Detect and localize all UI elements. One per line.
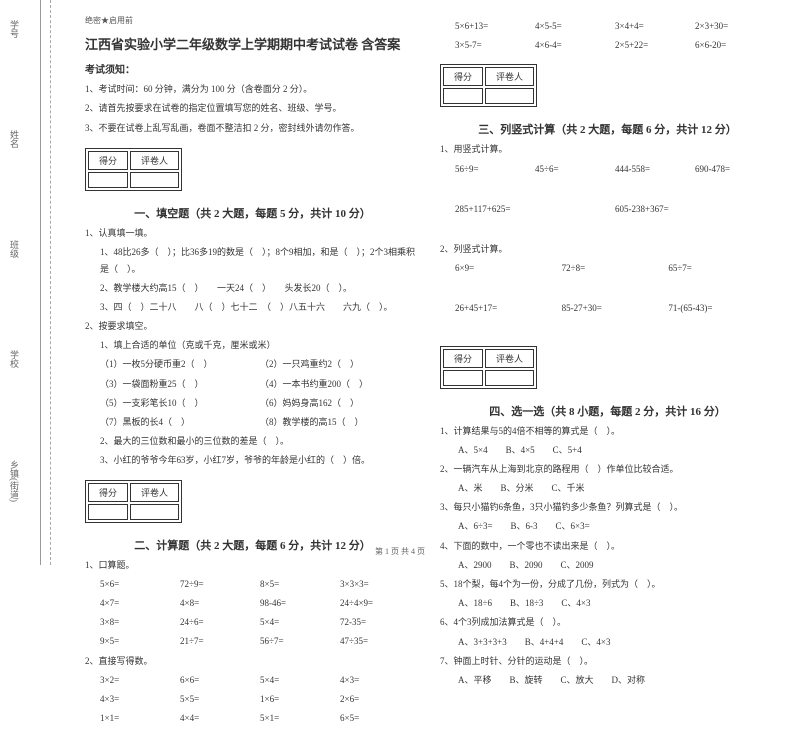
calc-row: 9×5=21÷7=56÷7=47÷35=	[85, 633, 420, 649]
q4-5-opts: A、18÷6 B、18÷3 C、4×3	[440, 595, 775, 611]
score-label: 得分	[88, 151, 128, 170]
right-column: 5×6+13=4×5-5=3×4+4=2×3+30= 3×5-7=4×6-4=2…	[430, 15, 785, 729]
q1-2a-row2: （3）一袋面粉重25（ ）（4）一本书约重200（ ）	[85, 376, 420, 392]
calc-row: 3×2=6×6=5×4=4×3=	[85, 672, 420, 688]
q3-2: 2、列竖式计算。	[440, 241, 775, 257]
q3-1: 1、用竖式计算。	[440, 141, 775, 157]
binding-line	[40, 0, 41, 565]
exam-paper: 绝密★启用前 江西省实验小学二年级数学上学期期中考试试卷 含答案 考试须知： 1…	[0, 0, 800, 744]
score-table-3: 得分评卷人	[440, 64, 537, 107]
q1-2a: 1、填上合适的单位（克或千克，厘米或米）	[85, 337, 420, 353]
q4-7-opts: A、平移 B、旋转 C、放大 D、对称	[440, 672, 775, 688]
note-2: 2、请首先按要求在试卷的指定位置填写您的姓名、班级、学号。	[85, 101, 420, 115]
notes-heading: 考试须知：	[85, 61, 420, 76]
section-3-title: 三、列竖式计算（共 2 大题，每题 6 分，共计 12 分）	[440, 121, 775, 137]
q1-2a-row1: （1）一枚5分硬币重2（ ）（2）一只鸡重约2（ ）	[85, 356, 420, 372]
q4-1: 1、计算结果与5的4倍不相等的算式是（ ）。	[440, 423, 775, 439]
q1-2: 2、按要求填空。	[85, 318, 420, 334]
label-class: 班级	[8, 240, 21, 258]
calc-row: 6×9=72÷8=65÷7=	[440, 260, 775, 276]
q4-7: 7、钟面上时针、分针的运动是（ ）。	[440, 653, 775, 669]
calc-row: 56÷9=45÷6=444-558=690-478=	[440, 161, 775, 177]
calc-row: 285+117+625=605-238+367=	[440, 201, 775, 217]
q4-3-opts: A、6÷3= B、6-3 C、6×3=	[440, 518, 775, 534]
q4-6-opts: A、3+3+3+3 B、4+4+4 C、4×3	[440, 634, 775, 650]
exam-title: 江西省实验小学二年级数学上学期期中考试试卷 含答案	[85, 34, 420, 53]
q4-2: 2、一辆汽车从上海到北京的路程用（ ）作单位比较合适。	[440, 461, 775, 477]
q1-2b: 2、最大的三位数和最小的三位数的差是（ ）。	[85, 433, 420, 449]
q1-1-2: 2、教学楼大约高15（ ） 一天24（ ） 头发长20（ ）。	[85, 280, 420, 296]
calc-row: 1×1=4×4=5×1=6×5=	[85, 710, 420, 726]
left-column: 绝密★启用前 江西省实验小学二年级数学上学期期中考试试卷 含答案 考试须知： 1…	[75, 15, 430, 729]
note-1: 1、考试时间：60 分钟，满分为 100 分（含卷面分 2 分）。	[85, 82, 420, 96]
q4-3: 3、每只小猫钓6条鱼，3只小猫钓多少条鱼？列算式是（ ）。	[440, 499, 775, 515]
score-table-4: 得分评卷人	[440, 346, 537, 389]
q1-1-3: 3、四（ ）二十八 八（ ）七十二 （ ）八五十六 六九（ ）。	[85, 299, 420, 315]
q1-2c: 3、小红的爷爷今年63岁，小红7岁，爷爷的年龄是小红的（ ）倍。	[85, 452, 420, 468]
calc-row: 4×7=4×8=98-46=24÷4×9=	[85, 595, 420, 611]
score-table-2: 得分评卷人	[85, 480, 182, 523]
q4-6: 6、4个3列成加法算式是（ ）。	[440, 614, 775, 630]
note-3: 3、不要在试卷上乱写乱画，卷面不整洁扣 2 分，密封线外请勿作答。	[85, 121, 420, 135]
q1-1: 1、认真填一填。	[85, 225, 420, 241]
q4-1-opts: A、5×4 B、4×5 C、5+4	[440, 442, 775, 458]
label-school: 学校	[8, 350, 21, 368]
grader-label: 评卷人	[130, 151, 179, 170]
section-1-title: 一、填空题（共 2 大题，每题 5 分，共计 10 分）	[85, 205, 420, 221]
q2-2: 2、直接写得数。	[85, 653, 420, 669]
calc-row: 3×8=24÷6=5×4=72-35=	[85, 614, 420, 630]
q1-2a-row4: （7）黑板的长4（ ）（8）教学楼的高15（ ）	[85, 414, 420, 430]
calc-row: 5×6=72÷9=8×5=3×3×3=	[85, 576, 420, 592]
label-student-id: 学号	[8, 20, 21, 38]
calc-row: 26+45+17=85-27+30=71-(65-43)=	[440, 300, 775, 316]
calc-row: 4×3=5×5=1×6=2×6=	[85, 691, 420, 707]
page-footer: 第 1 页 共 4 页	[0, 546, 800, 557]
label-name: 姓名	[8, 130, 21, 148]
seal-text: 绝密★启用前	[85, 15, 420, 26]
q4-2-opts: A、米 B、分米 C、千米	[440, 480, 775, 496]
seal-line	[50, 0, 51, 565]
calc-row: 3×5-7=4×6-4=2×5+22=6×6-20=	[440, 37, 775, 53]
calc-row: 5×6+13=4×5-5=3×4+4=2×3+30=	[440, 18, 775, 34]
label-town: 乡镇(街道)	[8, 460, 21, 502]
section-4-title: 四、选一选（共 8 小题，每题 2 分，共计 16 分）	[440, 403, 775, 419]
q4-5: 5、18个梨，每4个为一份，分成了几份，列式为（ ）。	[440, 576, 775, 592]
score-table: 得分评卷人	[85, 148, 182, 191]
q1-1-1: 1、48比26多（ ）；比36多19的数是（ ）；8个9相加，和是（ ）；2个3…	[85, 244, 420, 276]
q1-2a-row3: （5）一支彩笔长10（ ）（6）妈妈身高162（ ）	[85, 395, 420, 411]
